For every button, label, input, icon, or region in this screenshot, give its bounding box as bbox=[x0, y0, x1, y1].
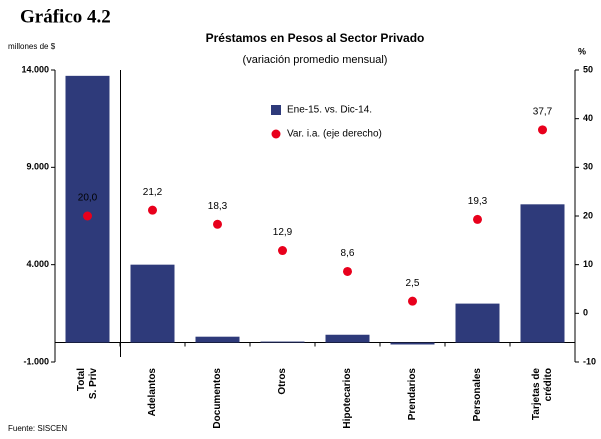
data-label: 8,6 bbox=[341, 248, 355, 259]
dot bbox=[408, 296, 417, 306]
dot bbox=[538, 125, 547, 135]
bar bbox=[455, 303, 500, 343]
x-tick-label: Tarjetas de bbox=[531, 368, 542, 420]
x-tick-label: Adelantos bbox=[147, 368, 158, 417]
legend-label: Var. i.a. (eje derecho) bbox=[287, 129, 382, 140]
y-tick-label: 9.000 bbox=[26, 162, 49, 172]
bar bbox=[130, 264, 175, 343]
bar bbox=[195, 336, 240, 343]
heading: Gráfico 4.2 bbox=[20, 6, 111, 27]
dot bbox=[473, 214, 482, 224]
y2-tick-label: 10 bbox=[583, 259, 593, 269]
legend-label: Ene-15. vs. Dic-14. bbox=[287, 105, 372, 116]
chart-subtitle: (variación promedio mensual) bbox=[243, 54, 388, 66]
y-tick-label: 4.000 bbox=[26, 259, 49, 269]
data-label: 37,7 bbox=[533, 107, 553, 118]
legend-swatch bbox=[271, 129, 281, 139]
y2-tick-label: 30 bbox=[583, 162, 593, 172]
bar bbox=[390, 342, 435, 345]
dot bbox=[343, 266, 352, 276]
data-label: 2,5 bbox=[406, 278, 420, 289]
data-label: 12,9 bbox=[273, 227, 293, 238]
x-tick-label: Documentos bbox=[212, 368, 223, 429]
y2-tick-label: 50 bbox=[583, 64, 593, 74]
x-tick-label: S. Priv bbox=[88, 368, 99, 400]
dot bbox=[213, 219, 222, 229]
dot bbox=[83, 211, 92, 221]
y2-axis-label: % bbox=[578, 46, 586, 56]
data-label: 19,3 bbox=[468, 196, 488, 207]
x-tick-label: Personales bbox=[472, 368, 483, 422]
bar bbox=[325, 334, 370, 343]
data-label: 20,0 bbox=[78, 193, 98, 204]
bar bbox=[65, 75, 110, 343]
x-tick-label: crédito bbox=[543, 368, 554, 401]
bar bbox=[520, 204, 565, 343]
x-tick-label: Prendarios bbox=[407, 368, 418, 421]
x-tick-label: Total bbox=[76, 368, 87, 391]
x-tick-label: Otros bbox=[277, 368, 288, 395]
chart-title: Préstamos en Pesos al Sector Privado bbox=[206, 31, 425, 45]
y-tick-label: -1.000 bbox=[23, 356, 49, 366]
y-axis-label: millones de $ bbox=[8, 42, 56, 51]
y2-tick-label: 0 bbox=[583, 308, 588, 318]
y2-tick-label: 40 bbox=[583, 113, 593, 123]
dot bbox=[278, 246, 287, 256]
data-label: 21,2 bbox=[143, 187, 163, 198]
dot bbox=[148, 205, 157, 215]
legend-swatch bbox=[271, 105, 281, 115]
y2-tick-label: 20 bbox=[583, 210, 593, 220]
x-tick-label: Hipotecarios bbox=[342, 368, 353, 429]
y-tick-label: 14.000 bbox=[21, 64, 49, 74]
source: Fuente: SISCEN bbox=[8, 424, 67, 433]
bar bbox=[260, 341, 305, 343]
y2-tick-label: -10 bbox=[583, 356, 596, 366]
data-label: 18,3 bbox=[208, 201, 228, 212]
